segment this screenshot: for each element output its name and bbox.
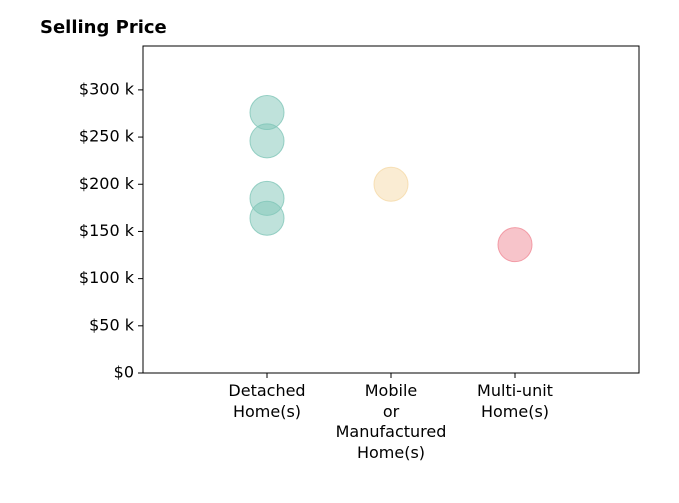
point: [497, 227, 533, 263]
point: [249, 200, 285, 236]
chart-title: Selling Price: [40, 17, 167, 38]
x-tick-label: Detached Home(s): [228, 381, 306, 421]
plot-frame: [142, 45, 640, 374]
x-tick-label: Mobile or Manufactured Home(s): [335, 381, 447, 462]
x-tick-label: Multi-unit Home(s): [477, 381, 553, 421]
y-tick-label: $150 k: [79, 221, 135, 240]
y-tick-label: $250 k: [79, 127, 135, 146]
point: [249, 123, 285, 159]
point: [373, 166, 409, 202]
y-tick-label: $50 k: [89, 315, 135, 334]
y-tick-label: $0: [114, 363, 134, 382]
y-tick-label: $200 k: [79, 174, 135, 193]
y-tick-label: $300 k: [79, 79, 135, 98]
y-tick-label: $100 k: [79, 268, 135, 287]
